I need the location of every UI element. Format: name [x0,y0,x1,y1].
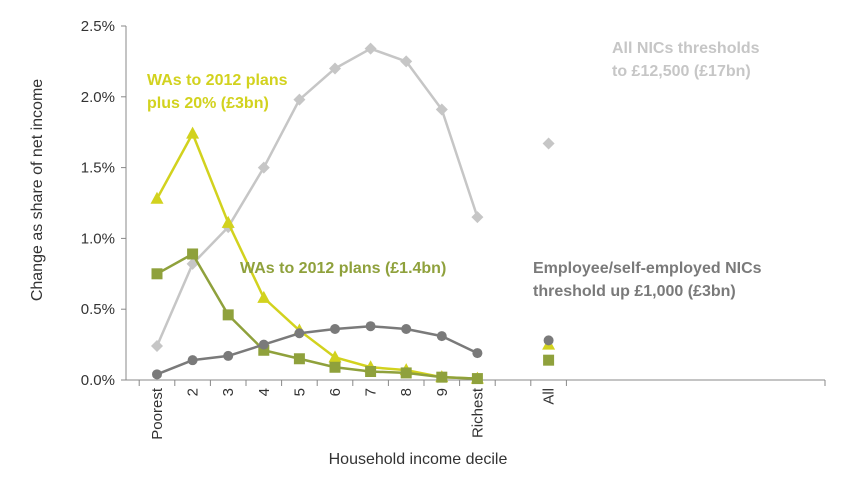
axes: 0.0% 0.5% 1.0% 1.5% 2.0% 2.5% Poorest 2 3 4 5 6 7 8 9 R… [81,18,826,440]
data-point [187,248,199,260]
series-label: All NICs thresholds to £12,500 (£17bn) [612,40,760,80]
data-point [221,215,235,228]
data-point [330,324,340,335]
series-1 [151,42,555,353]
y-tick-label: 0.5% [81,301,115,318]
x-tick-label: 8 [398,388,415,396]
x-tick-label: 7 [363,388,380,396]
series-label: WAs to 2012 plans plus 20% (£3bn) [147,72,288,112]
x-tick-label: 6 [327,388,344,396]
x-axis-label: Household income decile [329,451,508,468]
data-point [400,367,412,379]
series-labels: All NICs thresholds to £12,500 (£17bn) WAs… [147,40,762,300]
series-2 [150,126,556,384]
data-point [436,331,447,342]
data-point [151,268,163,280]
x-tick-label: 5 [291,388,308,396]
data-point [329,62,341,75]
x-tick-label: 9 [434,388,451,396]
data-point [471,373,483,385]
x-tick-label: Richest [469,387,486,438]
x-tick-label: All [541,388,558,405]
data-point [257,161,270,174]
data-point [400,55,413,68]
data-point [293,93,306,106]
series-line [155,47,479,347]
y-tick-label: 2.5% [81,18,115,35]
series-line [156,324,478,376]
data-point [152,369,162,380]
data-point [223,350,234,361]
series-line [155,132,478,380]
data-point [186,126,200,139]
data-point [435,103,448,116]
data-point [471,211,484,224]
y-tick-label: 0.0% [81,372,115,389]
data-point [401,324,412,335]
data-point [328,350,342,363]
data-point [365,366,377,378]
data-point [436,371,448,383]
series-line [156,252,478,380]
y-tick-label: 1.5% [81,160,115,177]
series-label: Employee/self-employed NICs threshold up … [533,260,762,300]
x-tick-label: 2 [185,388,202,396]
data-point [187,355,198,366]
y-tick-label: 2.0% [81,89,115,106]
y-tick-label: 1.0% [81,230,115,247]
data-point-all [543,354,555,366]
data-point [151,340,163,353]
data-point [222,309,234,321]
series-layer [150,42,556,385]
y-axis-label: Change as share of net income [29,79,46,301]
series-label: WAs to 2012 plans (£1.4bn) [240,260,446,277]
data-point [293,353,305,365]
data-point [472,348,483,359]
data-point [257,290,271,303]
data-point [294,328,305,339]
data-point [258,344,270,356]
data-point [329,361,341,373]
data-point [150,191,164,204]
data-point [365,321,376,332]
x-tick-label: Poorest [149,387,166,440]
series-3 [151,248,555,385]
data-point [364,42,377,55]
x-tick-label: 3 [220,388,237,396]
x-tick-label: 4 [256,388,273,396]
data-point [258,339,269,350]
data-point-all [543,335,554,346]
series-4 [152,321,554,380]
data-point-all [542,137,555,150]
